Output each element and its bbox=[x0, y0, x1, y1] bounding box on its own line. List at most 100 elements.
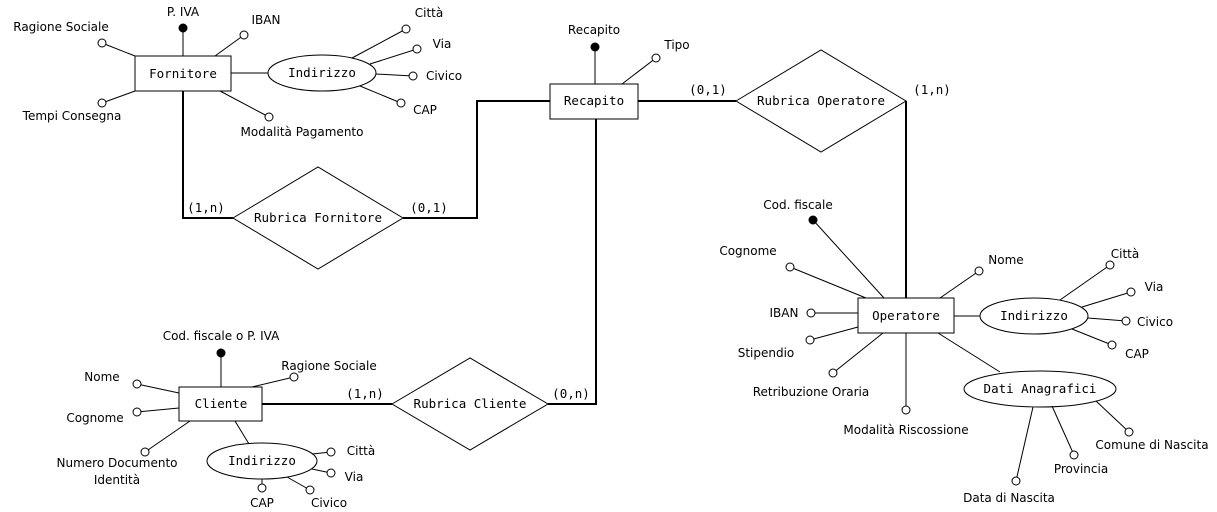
attribute-dot bbox=[1124, 427, 1134, 437]
attribute-dot bbox=[289, 372, 299, 382]
entity-cliente bbox=[178, 386, 263, 422]
attr-citta: Città bbox=[415, 6, 443, 20]
cardinality-cliente: (1,n) bbox=[346, 386, 384, 401]
attribute-dot bbox=[239, 30, 249, 40]
entity-fornitore-label: Fornitore bbox=[149, 66, 217, 81]
attr-civico: Civico bbox=[1137, 315, 1173, 329]
attr-numero-documento-2: Identità bbox=[94, 473, 140, 487]
entity-recapito bbox=[549, 83, 639, 120]
rubrica-fornitore-group: Rubrica Fornitore (1,n) (0,1) bbox=[187, 166, 448, 270]
attribute-dot bbox=[785, 262, 795, 272]
operatore-group: Cod. fiscale Cognome Nome IBAN Stipendio… bbox=[719, 198, 1208, 505]
attribute-dot bbox=[1105, 260, 1115, 270]
composite-indirizzo-label: Indirizzo bbox=[288, 65, 356, 80]
attribute-dot bbox=[132, 407, 142, 417]
key-attribute-dot bbox=[808, 215, 818, 225]
attr-retribuzione-oraria: Retribuzione Oraria bbox=[753, 385, 870, 399]
relationship-rubrica-fornitore bbox=[232, 166, 404, 270]
attribute-dot bbox=[132, 379, 142, 389]
recapito-group: Recapito Tipo Recapito bbox=[549, 23, 690, 120]
attr-civico: Civico bbox=[426, 69, 462, 83]
attr-provincia: Provincia bbox=[1054, 462, 1108, 476]
attribute-dot bbox=[1011, 476, 1021, 486]
attr-modalita-riscossione: Modalità Riscossione bbox=[843, 423, 968, 437]
attr-iban: IBAN bbox=[252, 13, 281, 27]
attribute-dot bbox=[326, 468, 336, 478]
attribute-dot bbox=[97, 38, 107, 48]
attribute-dot bbox=[1126, 287, 1136, 297]
attribute-dot bbox=[408, 71, 418, 81]
relationship-rubrica-cliente bbox=[391, 357, 549, 451]
attr-data-nascita: Data di Nascita bbox=[963, 491, 1055, 505]
relationship-rubrica-fornitore-label: Rubrica Fornitore bbox=[254, 210, 382, 225]
relationship-connectors bbox=[182, 91, 907, 405]
attribute-dot bbox=[140, 447, 150, 457]
attr-cognome: Cognome bbox=[66, 411, 123, 425]
attr-cap: CAP bbox=[1125, 347, 1149, 361]
composite-dati-anagrafici bbox=[963, 370, 1117, 408]
attr-citta: Città bbox=[1111, 247, 1139, 261]
cardinality-fornitore: (1,n) bbox=[187, 200, 225, 215]
attr-ragione-sociale: Ragione Sociale bbox=[13, 20, 108, 34]
rubrica-operatore-group: Rubrica Operatore (0,1) (1,n) bbox=[689, 49, 951, 153]
attribute-dot bbox=[806, 308, 816, 318]
attr-civico: Civico bbox=[311, 496, 347, 510]
key-attribute-dot bbox=[590, 42, 600, 52]
attribute-dot bbox=[1121, 316, 1131, 326]
attribute-dot bbox=[828, 368, 838, 378]
attr-via: Via bbox=[1145, 280, 1164, 294]
attr-modalita-pagamento: Modalità Pagamento bbox=[241, 125, 364, 139]
attribute-dot bbox=[264, 112, 274, 122]
attribute-dot bbox=[974, 266, 984, 276]
attribute-dot bbox=[305, 485, 315, 495]
attribute-dot bbox=[326, 447, 336, 457]
attribute-dot bbox=[805, 335, 815, 345]
key-attribute-dot bbox=[216, 348, 226, 358]
attr-cf-piva: Cod. fiscale o P. IVA bbox=[163, 329, 280, 343]
cardinality-recapito-cliente: (0,n) bbox=[552, 386, 590, 401]
entity-operatore-label: Operatore bbox=[872, 308, 940, 323]
attr-numero-documento-1: Numero Documento bbox=[57, 456, 178, 470]
attr-ragione-sociale: Ragione Sociale bbox=[281, 359, 376, 373]
attr-nome: Nome bbox=[84, 370, 119, 384]
attribute-dot bbox=[901, 405, 911, 415]
fornitore-group: P. IVA Ragione Sociale IBAN Tempi Conseg… bbox=[13, 5, 462, 139]
key-attribute-dot bbox=[178, 23, 188, 33]
attribute-dot bbox=[97, 98, 107, 108]
cliente-group: Cod. fiscale o P. IVA Ragione Sociale No… bbox=[57, 329, 377, 510]
relationship-rubrica-cliente-label: Rubrica Cliente bbox=[414, 396, 527, 411]
attribute-dot bbox=[412, 44, 422, 54]
attr-tempi-consegna: Tempi Consegna bbox=[22, 109, 122, 123]
connector-fornitore-rubrica-fornitore bbox=[182, 91, 233, 219]
cardinality-operatore: (1,n) bbox=[913, 82, 951, 97]
entity-fornitore bbox=[134, 55, 232, 92]
composite-indirizzo-label: Indirizzo bbox=[228, 453, 296, 468]
attr-nome: Nome bbox=[988, 253, 1023, 267]
cardinality-recapito-operatore: (0,1) bbox=[689, 82, 727, 97]
attribute-dot bbox=[257, 483, 267, 493]
relationship-rubrica-operatore-label: Rubrica Operatore bbox=[757, 93, 885, 108]
attr-comune-nascita: Comune di Nascita bbox=[1095, 438, 1208, 452]
attr-via: Via bbox=[433, 37, 452, 51]
attr-recapito: Recapito bbox=[568, 23, 620, 37]
entity-recapito-label: Recapito bbox=[564, 93, 624, 108]
attribute-dot bbox=[1107, 340, 1117, 350]
connector-rubrica-cliente-recapito bbox=[548, 119, 597, 405]
composite-dati-anagrafici-label: Dati Anagrafici bbox=[984, 381, 1097, 396]
composite-indirizzo-label: Indirizzo bbox=[1000, 308, 1068, 323]
attr-stipendio: Stipendio bbox=[738, 346, 795, 360]
cardinality-recapito-fornitore: (0,1) bbox=[410, 200, 448, 215]
attribute-dot bbox=[1069, 450, 1079, 460]
attribute-dot bbox=[401, 24, 411, 34]
composite-indirizzo-operatore bbox=[979, 297, 1089, 335]
entity-operatore bbox=[857, 297, 955, 334]
attr-piva: P. IVA bbox=[167, 5, 200, 19]
attr-cap: CAP bbox=[413, 103, 437, 117]
attr-cognome: Cognome bbox=[719, 244, 776, 258]
attr-citta: Città bbox=[347, 444, 375, 458]
entity-cliente-label: Cliente bbox=[195, 396, 248, 411]
attr-cap: CAP bbox=[250, 496, 274, 510]
attr-via: Via bbox=[345, 470, 364, 484]
attr-cod-fiscale: Cod. fiscale bbox=[763, 198, 832, 212]
